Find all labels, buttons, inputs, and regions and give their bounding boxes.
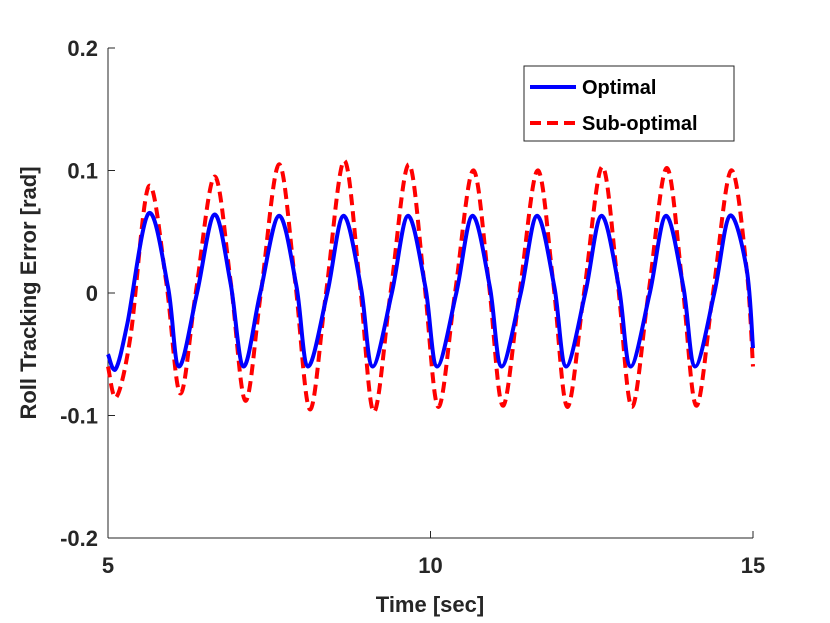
legend: Optimal Sub-optimal	[523, 65, 735, 142]
y-tick-label: 0.1	[67, 159, 98, 184]
x-tick-label: 5	[102, 553, 114, 578]
y-tick-label: -0.2	[60, 526, 98, 551]
x-tick-label: 15	[741, 553, 765, 578]
x-tick-label: 10	[418, 553, 442, 578]
legend-optimal-label: Optimal	[582, 77, 656, 99]
legend-suboptimal-label: Sub-optimal	[582, 113, 698, 135]
y-tick-label: 0	[86, 281, 98, 306]
series-line-sub-optimal	[106, 158, 755, 414]
series-line-optimal	[106, 211, 755, 372]
ticks	[107, 47, 754, 539]
x-axis-label: Time [sec]	[376, 592, 484, 617]
legend-box	[523, 65, 735, 142]
y-tick-label: 0.2	[67, 36, 98, 61]
plot-lines	[106, 158, 755, 414]
tick-labels: 5 10 15 -0.2 -0.1 0 0.1 0.2	[60, 36, 765, 578]
y-axis-label: Roll Tracking Error [rad]	[16, 166, 41, 419]
y-tick-label: -0.1	[60, 404, 98, 429]
